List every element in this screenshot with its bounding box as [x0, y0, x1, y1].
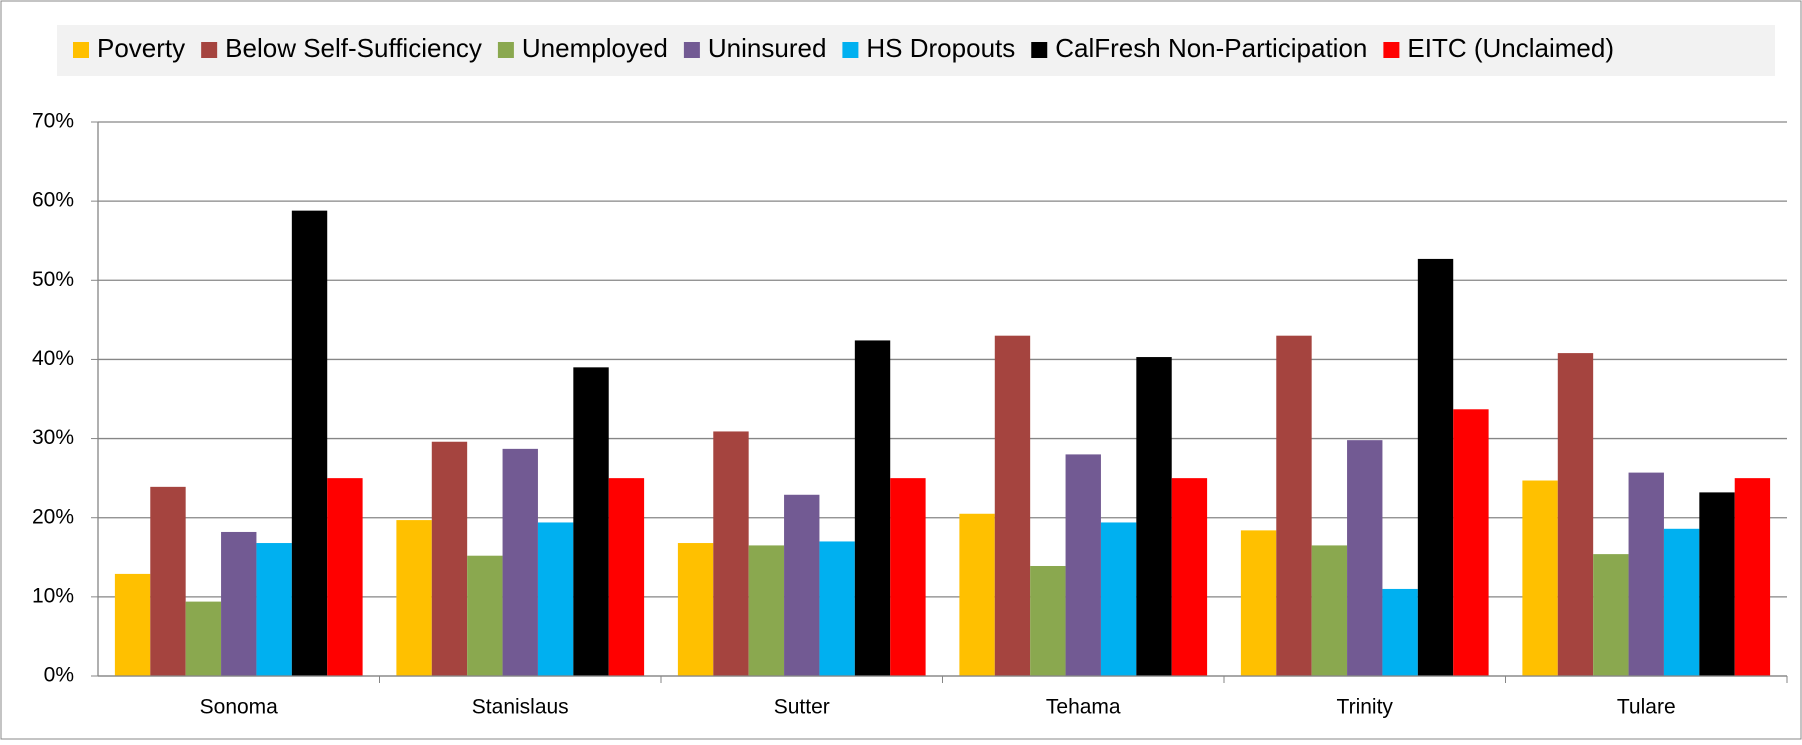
legend-label: Below Self-Sufficiency	[225, 33, 482, 63]
bar	[1065, 454, 1101, 676]
x-tick-label: Tehama	[1046, 696, 1121, 719]
bar	[1522, 480, 1558, 676]
bar	[1276, 335, 1312, 676]
bar	[1453, 409, 1489, 676]
legend-swatch	[73, 42, 89, 58]
y-tick-label: 30%	[32, 426, 74, 449]
y-tick-label: 0%	[44, 664, 74, 687]
x-tick-label: Trinity	[1337, 696, 1394, 719]
bar	[748, 545, 785, 676]
bar	[1734, 478, 1771, 676]
y-tick-label: 10%	[32, 584, 74, 607]
legend-label: Uninsured	[708, 33, 827, 63]
bar	[327, 478, 363, 676]
bar	[537, 522, 574, 676]
legend-label: CalFresh Non-Participation	[1055, 33, 1367, 63]
bar	[608, 478, 645, 676]
y-tick-label: 50%	[32, 268, 74, 291]
bar	[1030, 565, 1066, 676]
bar	[677, 543, 714, 676]
bar	[1347, 440, 1383, 676]
bar	[185, 601, 222, 676]
legend-swatch	[842, 42, 859, 58]
x-tick-label: Sutter	[774, 696, 830, 719]
bar	[150, 486, 186, 676]
bar	[1100, 522, 1137, 676]
bar	[431, 441, 468, 676]
legend-label: Poverty	[97, 33, 185, 63]
bar	[959, 513, 995, 676]
legend-swatch	[1031, 42, 1048, 58]
bar	[1417, 258, 1454, 676]
bar	[502, 448, 538, 676]
legend-swatch	[497, 42, 514, 58]
legend-label: Unemployed	[522, 33, 668, 63]
bar	[467, 555, 503, 676]
y-tick-label: 60%	[32, 189, 74, 212]
legend-swatch	[201, 42, 218, 58]
bar	[713, 431, 749, 676]
x-tick-label: Tulare	[1617, 696, 1676, 719]
bar	[994, 335, 1031, 676]
bar	[1382, 588, 1418, 676]
x-tick-label: Sonoma	[200, 696, 279, 719]
legend-box	[57, 25, 1775, 76]
bar	[1628, 472, 1664, 676]
bar	[396, 520, 432, 676]
legend-swatch	[683, 42, 700, 58]
x-tick-label: Stanislaus	[472, 696, 569, 719]
bar	[890, 478, 926, 676]
bar	[256, 543, 292, 676]
bar	[784, 494, 820, 676]
legend-label: HS Dropouts	[866, 33, 1015, 63]
bar	[114, 573, 151, 676]
bar	[1171, 478, 1208, 676]
bar	[1699, 492, 1735, 676]
bar	[1593, 554, 1629, 676]
bar	[221, 531, 257, 676]
bar	[1311, 545, 1348, 676]
bar	[1240, 530, 1277, 676]
legend-swatch	[1383, 42, 1400, 58]
bar	[1663, 528, 1700, 676]
bar	[291, 210, 328, 676]
y-tick-label: 20%	[32, 505, 74, 528]
bar	[819, 541, 855, 676]
bar	[1557, 353, 1594, 676]
bar	[1136, 357, 1172, 676]
y-tick-label: 40%	[32, 347, 74, 370]
bar	[573, 367, 609, 676]
y-tick-label: 70%	[32, 110, 74, 133]
legend-label: EITC (Unclaimed)	[1407, 33, 1614, 63]
bar	[854, 340, 891, 676]
